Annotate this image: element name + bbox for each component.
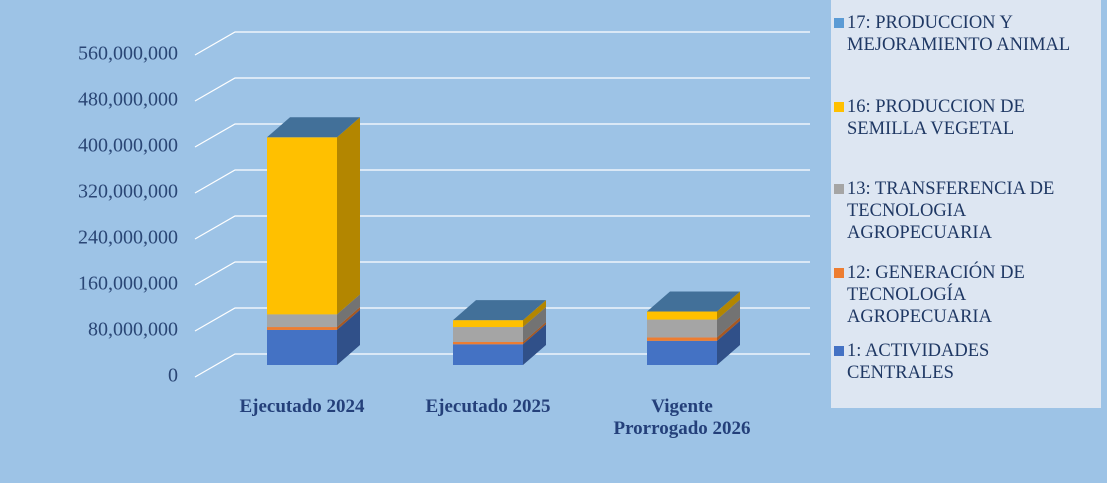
bar-segment-side [523, 300, 546, 328]
bar-segment-side [717, 320, 740, 365]
legend-swatch [834, 18, 844, 28]
bar-segment-side [337, 307, 360, 330]
legend-item: 13: TRANSFERENCIA DE TECNOLOGIA AGROPECU… [834, 178, 1092, 244]
legend-label: 13: TRANSFERENCIA DE TECNOLOGIA AGROPECU… [847, 179, 1055, 243]
bar-segment [267, 137, 337, 315]
x-tick-label: Ejecutado 2025 [425, 396, 551, 417]
bar-segment [267, 327, 337, 330]
legend-item: 12: GENERACIÓN DE TECNOLOGÍA AGROPECUARI… [834, 262, 1092, 328]
grid-line [194, 123, 810, 148]
grid-line [194, 353, 810, 378]
grid-line [194, 77, 810, 102]
bar-segment [647, 337, 717, 341]
y-tick-label: 80,000,000 [88, 319, 178, 341]
legend-swatch [834, 268, 844, 278]
y-tick-label: 160,000,000 [78, 273, 178, 295]
legend: 17: PRODUCCION Y MEJORAMIENTO ANIMAL 16: … [831, 0, 1101, 408]
bar-segment-side [717, 317, 740, 341]
grid-line [194, 31, 810, 56]
plot-area: 0 80,000,000 160,000,000 240,000,000 320,000… [78, 31, 810, 387]
bar-segment-side [717, 291, 740, 320]
grid-line [194, 169, 810, 194]
bar-top [647, 291, 740, 312]
bar-segment-side [337, 309, 360, 365]
legend-label: 12: GENERACIÓN DE TECNOLOGÍA AGROPECUARI… [847, 263, 1025, 327]
legend-label: 17: PRODUCCION Y MEJORAMIENTO ANIMAL [847, 13, 1071, 55]
bar-segment [453, 344, 523, 365]
legend-label: 1: ACTIVIDADES CENTRALES [847, 341, 990, 383]
legend-item: 17: PRODUCCION Y MEJORAMIENTO ANIMAL [834, 12, 1092, 56]
bar-segment [647, 319, 717, 338]
legend-item: 1: ACTIVIDADES CENTRALES [834, 340, 1092, 384]
bar-segment [453, 342, 523, 345]
bar-segment [647, 340, 717, 365]
legend-label: 16: PRODUCCION DE SEMILLA VEGETAL [847, 97, 1025, 139]
bar-segment [267, 329, 337, 365]
bar-segment [267, 314, 337, 328]
y-tick-label: 560,000,000 [78, 43, 178, 65]
legend-swatch [834, 346, 844, 356]
bar-segment [453, 320, 523, 328]
legend-swatch [834, 184, 844, 194]
grid-line [194, 307, 810, 332]
y-tick-label: 0 [168, 365, 178, 387]
bar-segment [647, 311, 717, 320]
grid-line [194, 215, 810, 240]
x-tick-label: Ejecutado 2024 [239, 396, 365, 417]
legend-swatch [834, 102, 844, 112]
bar-segment-side [337, 117, 360, 315]
y-tick-label: 480,000,000 [78, 89, 178, 111]
legend-item: 16: PRODUCCION DE SEMILLA VEGETAL [834, 96, 1092, 140]
x-tick-label: Vigente Prorrogado 2026 [613, 396, 751, 439]
bar-top [267, 117, 360, 138]
grid-line [194, 261, 810, 286]
bar-segment-side [523, 307, 546, 342]
bar-segment-side [523, 324, 546, 365]
bar-segment-side [337, 294, 360, 328]
y-tick-label: 400,000,000 [78, 135, 178, 157]
y-tick-label: 320,000,000 [78, 181, 178, 203]
y-tick-label: 240,000,000 [78, 227, 178, 249]
bar-segment [453, 327, 523, 342]
bar-segment-side [717, 299, 740, 338]
bar-segment-side [523, 322, 546, 345]
bar-top [453, 300, 546, 321]
